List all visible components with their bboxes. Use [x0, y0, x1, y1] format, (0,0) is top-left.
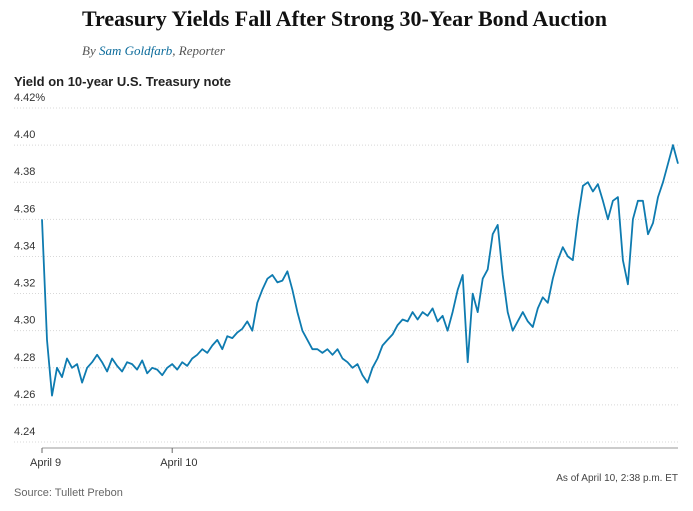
headline: Treasury Yields Fall After Strong 30-Yea…: [82, 6, 607, 31]
role: , Reporter: [172, 43, 225, 58]
y-tick-label: 4.38: [14, 166, 35, 178]
y-tick-label: 4.34: [14, 240, 35, 252]
line: [41, 144, 679, 397]
source: Source: Tullett Prebon: [14, 487, 123, 499]
y-tick-label: 4.32: [14, 278, 35, 290]
x-tick-label: April 10: [160, 457, 197, 469]
y-tick-label: 4.42%: [14, 92, 45, 104]
note: As of April 10, 2:38 p.m. ET: [556, 473, 678, 484]
y-tick-label: 4.36: [14, 203, 35, 215]
y-tick-label: 4.28: [14, 352, 35, 364]
y-tick-label: 4.26: [14, 389, 35, 401]
y-tick-label: 4.40: [14, 129, 35, 141]
author[interactable]: Sam Goldfarb: [98, 43, 173, 58]
chart-title: Yield on 10-year U.S. Treasury note: [14, 74, 231, 89]
byline-by: By: [82, 43, 96, 58]
byline: By Sam Goldfarb, Reporter: [82, 43, 225, 59]
y-tick-label: 4.30: [14, 315, 35, 327]
x-tick-label: April 9: [30, 457, 61, 469]
y-tick-label: 4.24: [14, 426, 35, 438]
